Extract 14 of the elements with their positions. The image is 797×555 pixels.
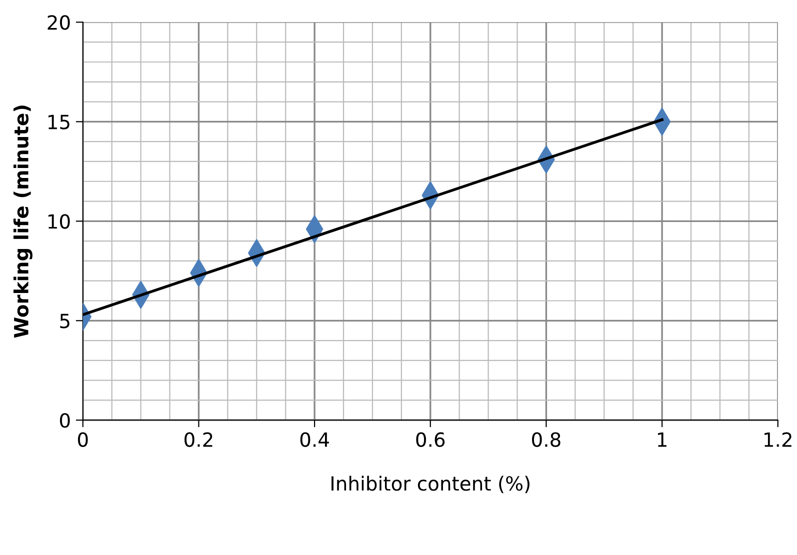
x-tick-label: 0.4 xyxy=(300,432,329,447)
x-tick-label: 0 xyxy=(78,432,88,447)
x-tick-label: 0.2 xyxy=(184,432,212,447)
y-tick-label: 20 xyxy=(48,15,70,30)
y-tick-label: 0 xyxy=(60,413,70,428)
x-tick-label: 0.8 xyxy=(532,432,560,447)
y-tick-label: 15 xyxy=(48,114,70,130)
x-axis-title: Inhibitor content (%) xyxy=(332,476,530,494)
x-tick-label: 1 xyxy=(658,432,666,447)
y-tick-label: 5 xyxy=(60,314,70,328)
x-tick-label: 1.2 xyxy=(764,432,792,447)
x-tick-label: 0.6 xyxy=(416,432,445,447)
y-tick-label: 10 xyxy=(48,214,70,229)
y-axis-title: Working life (minute) xyxy=(13,106,32,338)
